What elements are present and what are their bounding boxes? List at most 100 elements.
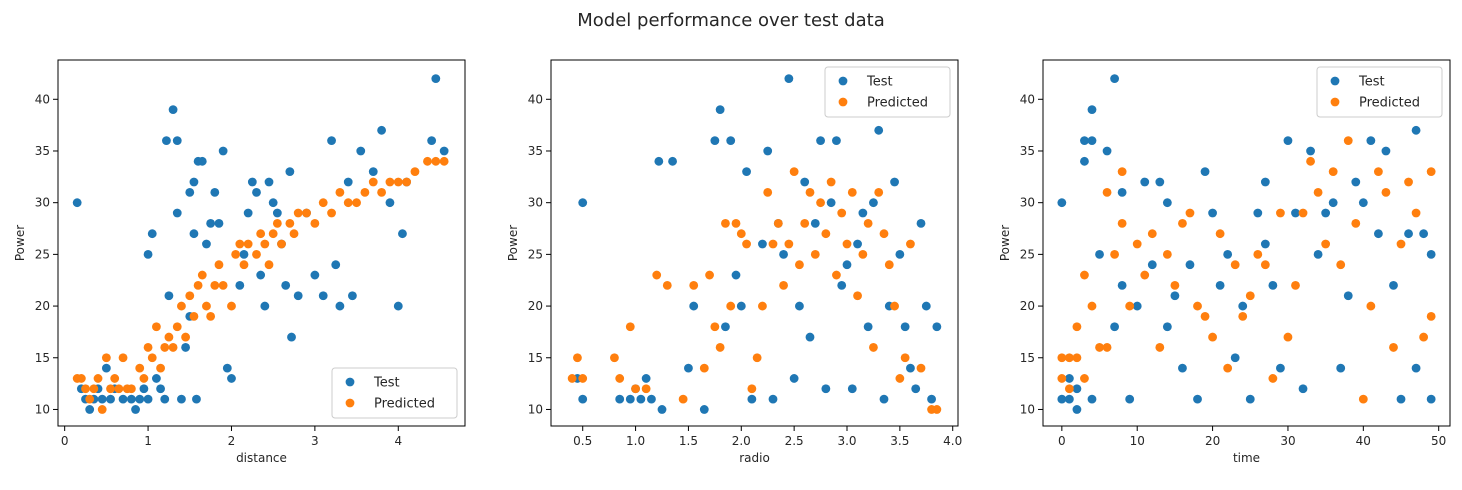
x-axis-label: radio [739, 451, 770, 465]
point-predicted [689, 280, 699, 290]
point-predicted [932, 405, 942, 414]
point-predicted [763, 187, 773, 197]
x-tick-label: 2.5 [785, 434, 804, 448]
point-test [1162, 322, 1172, 332]
point-predicted [1170, 280, 1180, 290]
x-tick-label: 3.5 [890, 434, 909, 448]
x-tick-label: 40 [1356, 434, 1371, 448]
point-test [1072, 405, 1082, 414]
point-test [795, 301, 804, 311]
point-test [1057, 198, 1067, 208]
point-predicted [853, 291, 862, 301]
point-test [1389, 280, 1398, 290]
point-test [758, 239, 767, 249]
point-predicted [126, 384, 136, 394]
legend-label-predicted: Predicted [867, 96, 928, 111]
point-test [895, 249, 905, 259]
point-test [911, 384, 921, 394]
point-test [235, 280, 245, 290]
point-test [1366, 136, 1376, 146]
point-test [1155, 177, 1165, 187]
point-test [1238, 301, 1248, 311]
point-test [147, 229, 157, 239]
point-test [222, 363, 232, 373]
point-predicted [662, 280, 672, 290]
point-predicted [810, 249, 820, 259]
point-test [1117, 280, 1127, 290]
point-predicted [1095, 343, 1104, 352]
point-predicted [710, 322, 720, 332]
point-predicted [726, 301, 736, 311]
point-test [318, 291, 328, 301]
point-test [118, 394, 128, 404]
point-predicted [1147, 229, 1157, 239]
point-predicted [277, 239, 286, 249]
point-predicted [652, 270, 662, 280]
point-predicted [243, 239, 253, 249]
point-predicted [573, 353, 582, 363]
point-test [1404, 229, 1413, 239]
y-tick-label: 10 [1020, 402, 1035, 416]
point-predicted [795, 260, 804, 270]
point-test [721, 322, 730, 332]
point-test [1343, 291, 1353, 301]
point-test [139, 384, 149, 394]
point-predicted [1298, 208, 1308, 218]
point-test [1306, 146, 1315, 156]
point-test [393, 301, 403, 311]
x-tick-label: 1 [144, 434, 152, 448]
subplots: 0 1 2 3 4 10 15 20 25 30 35 40 distance Power Test Pred… [13, 59, 1451, 465]
point-predicted [264, 260, 274, 270]
point-test [853, 239, 862, 249]
point-test [239, 249, 249, 259]
point-test [287, 332, 296, 342]
point-predicted [285, 218, 295, 228]
legend-marker-predicted [838, 97, 848, 107]
point-test [742, 167, 751, 177]
legend: Test Predicted [1316, 66, 1443, 118]
point-predicted [252, 249, 261, 259]
point-test [1411, 125, 1421, 135]
point-predicted [76, 374, 86, 383]
point-predicted [1125, 301, 1135, 311]
point-predicted [1162, 249, 1172, 259]
point-predicted [118, 353, 128, 363]
point-predicted [93, 374, 103, 383]
point-predicted [1260, 260, 1270, 270]
point-test [1260, 239, 1270, 249]
point-test [172, 136, 182, 146]
point-test [252, 187, 261, 197]
point-predicted [747, 384, 757, 394]
point-predicted [847, 187, 857, 197]
point-predicted [1351, 218, 1361, 228]
point-predicted [1411, 208, 1421, 218]
x-axis-label: distance [236, 451, 287, 465]
point-predicted [705, 270, 714, 280]
point-test [177, 394, 186, 404]
point-test [126, 394, 136, 404]
point-predicted [152, 322, 161, 332]
point-predicted [1396, 239, 1406, 249]
point-predicted [821, 229, 831, 239]
legend-marker-test [1330, 76, 1340, 86]
point-test [1426, 394, 1436, 404]
point-test [218, 146, 228, 156]
point-test [1321, 208, 1331, 218]
point-predicted [1185, 208, 1195, 218]
point-test [805, 332, 815, 342]
point-test [779, 249, 788, 259]
point-test [101, 363, 111, 373]
point-predicted [1208, 332, 1217, 342]
point-predicted [1072, 322, 1082, 332]
point-test [210, 187, 220, 197]
point-test [1396, 394, 1406, 404]
point-test [1117, 187, 1127, 197]
point-test [427, 136, 437, 146]
point-test [747, 394, 757, 404]
point-test [1178, 363, 1187, 373]
point-test [726, 136, 736, 146]
point-test [162, 136, 171, 146]
legend-box [824, 66, 951, 118]
point-predicted [805, 187, 815, 197]
point-predicted [327, 208, 336, 218]
